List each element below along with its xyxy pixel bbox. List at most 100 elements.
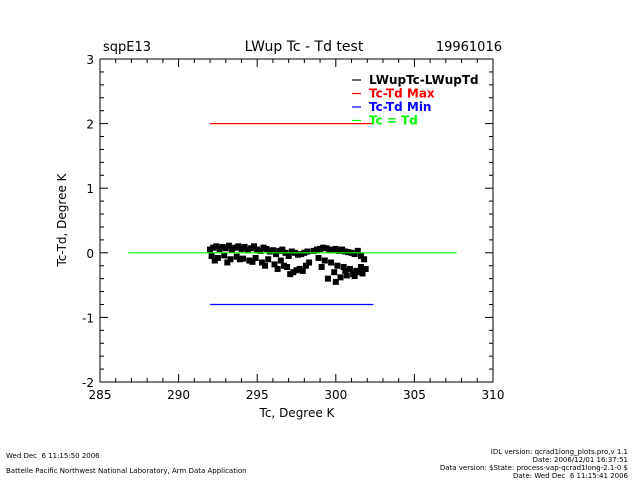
data-point [238,245,245,252]
legend-label: LWupTc-LWupTd [369,73,479,87]
data-point [295,251,302,258]
data-point [356,269,363,276]
data-point [320,244,327,251]
data-point [315,254,322,261]
data-point [276,247,283,254]
data-point [265,256,272,263]
data-point [260,244,267,251]
data-point [321,257,328,264]
y-tick-label: 2 [86,118,94,132]
data-point [353,267,360,274]
y-tick-label: 1 [86,182,94,196]
data-point [323,245,330,252]
x-tick-label: 295 [246,388,269,402]
data-point [340,264,347,271]
data-point [339,246,346,253]
data-point [310,247,317,254]
data-point [269,247,276,254]
data-point [342,248,349,255]
data-point [257,247,264,254]
x-tick-label: 310 [482,388,505,402]
data-point [224,259,231,266]
data-point [298,251,305,258]
data-point [332,278,339,285]
plot-frame [99,58,494,383]
chart-title: LWup Tc - Td test [245,39,364,55]
data-point [306,259,313,266]
data-point [287,271,294,278]
data-point [345,249,352,256]
data-point [262,262,269,269]
data-point [304,248,311,255]
y-tick-label: 3 [86,53,94,67]
data-point [225,242,232,249]
chart-title-left: sqpE13 [103,40,151,55]
data-point [359,270,366,277]
data-point [290,269,297,276]
data-point [266,248,273,255]
data-point [284,264,291,271]
y-tick-label: -2 [82,376,94,390]
data-point [357,264,364,271]
legend-label: Tc = Td [369,114,418,128]
data-point [216,245,223,252]
data-point [313,246,320,253]
data-point [241,243,248,250]
data-point [357,253,364,260]
data-point [211,257,218,264]
data-point [258,259,265,266]
data-point [296,265,303,272]
data-point [219,243,226,250]
x-tick-label: 290 [167,388,190,402]
data-point [236,256,243,263]
data-point [251,243,258,250]
data-point [361,256,368,263]
data-point [208,253,215,260]
data-point [328,259,335,266]
data-point [342,267,349,274]
data-point [318,264,325,271]
footer-timestamp: Wed Dec 6 11:15:50 2006 [6,452,100,460]
data-point [213,243,220,250]
data-point [302,262,309,269]
data-point [233,253,240,260]
data-point [249,258,256,265]
data-point [324,275,331,282]
data-point [288,248,295,255]
data-point [221,252,228,259]
data-point [271,261,278,268]
data-point [285,253,292,260]
data-point [273,251,280,258]
data-point [299,267,306,274]
data-point [274,265,281,272]
data-point [252,254,259,261]
x-tick-label: 305 [403,388,426,402]
data-point [277,257,284,264]
data-point [337,274,344,281]
data-point [351,273,358,280]
legend-label: Tc-Td Max [369,87,435,101]
data-point [317,245,324,252]
y-tick-label: -1 [82,311,94,325]
plot-area: 285 290 295 300 305 310-2-10123LWupTc-LWupTdT… [82,53,504,402]
data-point [326,246,333,253]
data-point [227,256,234,263]
data-point [235,243,242,250]
data-point [354,247,361,254]
y-axis-label: Tc-Td, Degree K [55,172,69,267]
data-point [247,245,254,252]
data-point [331,269,338,276]
data-point [279,246,286,253]
data-point [207,246,214,253]
legend-label: Tc-Td Min [369,100,431,114]
x-tick-label: 285 [89,388,112,402]
data-point [280,262,287,269]
data-point [346,265,353,272]
data-point [244,247,251,254]
data-point [332,245,339,252]
data-point [214,254,221,261]
data-point [263,245,270,252]
data-point [222,245,229,252]
x-tick-label: 300 [324,388,347,402]
